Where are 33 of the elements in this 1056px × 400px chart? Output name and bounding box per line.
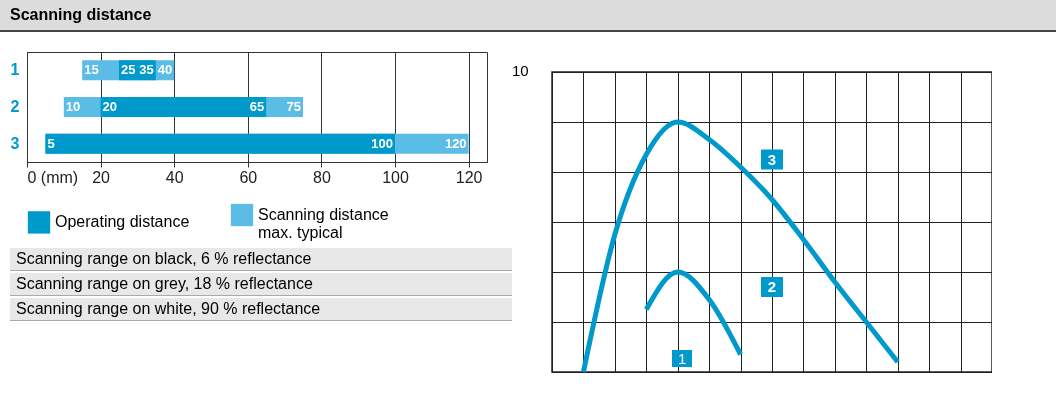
annotation: 25 xyxy=(121,62,136,78)
text: Scanning range on grey, 18 % reflectance xyxy=(10,273,512,296)
x-tick-label: 80 xyxy=(313,168,331,186)
annotation: 40 xyxy=(157,62,173,78)
x-tick-label: 0 (mm) xyxy=(27,168,79,186)
annotation: 1 xyxy=(672,350,693,367)
x-tick-label: 60 xyxy=(239,168,258,186)
annotation: 20 xyxy=(102,99,118,114)
legend-label: Scanning distance max. typical xyxy=(258,206,389,241)
annotation: 120 xyxy=(444,135,467,151)
annotation: 5 xyxy=(47,135,55,151)
annotation: 65 xyxy=(249,99,265,114)
bar xyxy=(45,133,395,154)
text: Scanning range on white, 90 % reflectance xyxy=(10,298,512,321)
annotation: 100 xyxy=(371,135,393,151)
text: Scanning range on black, 6 % reflectance xyxy=(10,248,512,271)
annotation: 15 xyxy=(84,62,99,78)
x-tick-label: 100 xyxy=(382,168,409,186)
y-tick-label: 2 xyxy=(10,98,20,115)
y-tick-label: 3 xyxy=(10,134,20,152)
text: 2 xyxy=(767,278,777,295)
chart-title: Scanning distance xyxy=(0,0,1056,32)
bar xyxy=(100,97,267,117)
y-tick-label: 1 xyxy=(10,61,20,79)
text: 10 xyxy=(512,62,529,79)
x-tick-label: 120 xyxy=(455,168,483,186)
annotation: 75 xyxy=(286,99,301,114)
annotation: 35 xyxy=(139,62,154,78)
legend-label: Operating distance xyxy=(55,213,190,231)
annotation: 10 xyxy=(65,99,81,114)
series-label: 3 xyxy=(767,150,777,168)
x-tick-label: 40 xyxy=(165,168,184,186)
x-tick-label: 20 xyxy=(92,168,111,186)
